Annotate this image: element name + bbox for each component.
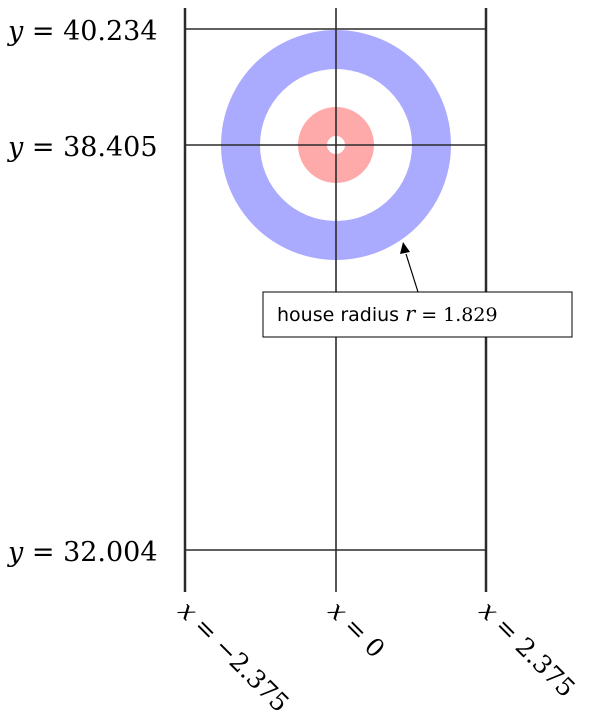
callout-text: house radius r = 1.829: [277, 302, 498, 326]
callout-box: [262, 291, 573, 338]
y-labels: y = 40.234 y = 38.405 y = 32.004: [7, 16, 158, 568]
x-label-right: x = 2.375: [474, 596, 581, 703]
callout-arrowhead: [400, 242, 410, 254]
y-label-hog: y = 32.004: [7, 537, 158, 568]
x-label-center: x = 0: [323, 596, 391, 664]
house-radius-callout: house radius r = 1.829: [262, 242, 573, 338]
callout-leader: [405, 253, 419, 293]
y-label-back: y = 40.234: [7, 16, 158, 47]
x-label-left: x = −2.375: [173, 596, 295, 718]
x-labels: x = −2.375 x = 0 x = 2.375: [173, 596, 581, 718]
y-label-tee: y = 38.405: [7, 132, 158, 163]
